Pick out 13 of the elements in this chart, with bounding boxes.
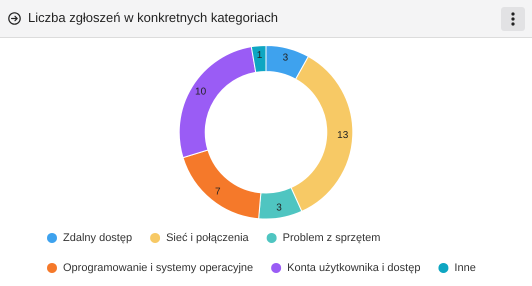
legend-label: Problem z sprzętem <box>282 232 380 244</box>
data-label: 1 <box>256 50 263 62</box>
data-label: 3 <box>276 202 282 214</box>
legend-label: Sieć i połączenia <box>166 232 250 244</box>
legend-label: Zdalny dostęp <box>63 232 132 244</box>
legend-label: Inne <box>454 262 476 274</box>
data-label: 3 <box>282 52 289 64</box>
data-label: 10 <box>195 86 207 98</box>
data-label: 7 <box>214 186 221 198</box>
legend-label: Konta użytkownika i dostęp <box>287 262 420 274</box>
chart-title: Liczba zgłoszeń w konkretnych kategoriach <box>28 10 278 25</box>
data-label: 13 <box>337 130 349 141</box>
legend-label: Oprogramowanie i systemy operacyjne <box>63 262 254 274</box>
